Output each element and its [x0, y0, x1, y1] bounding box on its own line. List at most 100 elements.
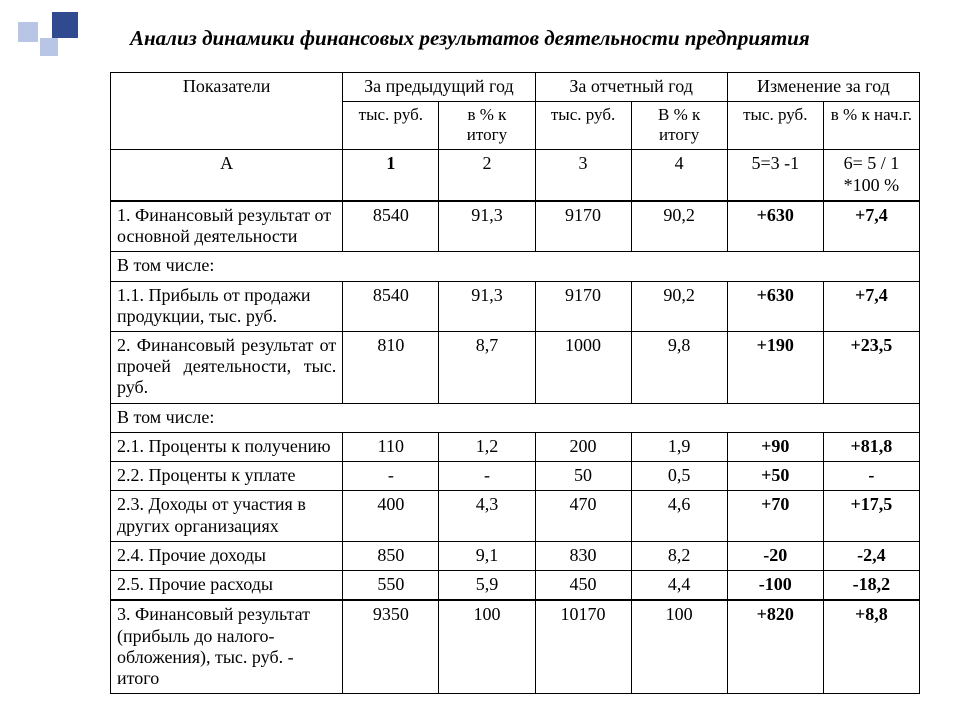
col-letter-5: 5=3 -1 [727, 150, 823, 201]
row-label: 2. Финансовый результат от прочей деятел… [111, 331, 343, 403]
cell: 8540 [343, 201, 439, 252]
table-row: 1.1. Прибыль от продажи продукции, тыс. … [111, 281, 920, 331]
row-label: 2.3. Доходы от участия в других организа… [111, 491, 343, 541]
cell: - [823, 462, 919, 491]
col-sub-pct: в % к итогу [439, 102, 535, 150]
col-sub-pct: В % к итогу [631, 102, 727, 150]
table-row: 2.2. Проценты к уплате--500,5+50- [111, 462, 920, 491]
cell: 9350 [343, 600, 439, 693]
cell: 110 [343, 432, 439, 461]
corner-decoration [18, 12, 78, 60]
cell: 9,8 [631, 331, 727, 403]
cell: 91,3 [439, 281, 535, 331]
cell: +8,8 [823, 600, 919, 693]
cell: +90 [727, 432, 823, 461]
cell: +23,5 [823, 331, 919, 403]
table-row: 3. Финансовый результат (прибыль до нало… [111, 600, 920, 693]
table-row: 1. Финансовый результат от основной деят… [111, 201, 920, 252]
row-label: 3. Финансовый результат (прибыль до нало… [111, 600, 343, 693]
cell: 100 [631, 600, 727, 693]
row-label: 2.5. Прочие расходы [111, 571, 343, 601]
row-label: 2.2. Проценты к уплате [111, 462, 343, 491]
square-icon [52, 12, 78, 38]
cell: 100 [439, 600, 535, 693]
cell: 450 [535, 571, 631, 601]
col-header-indicator: Показатели [111, 73, 343, 150]
cell: 0,5 [631, 462, 727, 491]
cell: 4,6 [631, 491, 727, 541]
cell: 810 [343, 331, 439, 403]
cell: 1,9 [631, 432, 727, 461]
cell: - [343, 462, 439, 491]
cell: 8,2 [631, 541, 727, 570]
table-header-groups: Показатели За предыдущий год За отчетный… [111, 73, 920, 102]
table-row: 2. Финансовый результат от прочей деятел… [111, 331, 920, 403]
cell: -100 [727, 571, 823, 601]
col-letter-6: 6= 5 / 1 *100 % [823, 150, 919, 201]
cell: 400 [343, 491, 439, 541]
slide-title: Анализ динамики финансовых результатов д… [130, 26, 930, 51]
cell: -2,4 [823, 541, 919, 570]
col-letter-2: 2 [439, 150, 535, 201]
cell: 1,2 [439, 432, 535, 461]
row-label: В том числе: [111, 403, 920, 432]
cell: 1000 [535, 331, 631, 403]
table-row: В том числе: [111, 252, 920, 281]
cell: - [439, 462, 535, 491]
cell: 200 [535, 432, 631, 461]
row-label: В том числе: [111, 252, 920, 281]
cell: 91,3 [439, 201, 535, 252]
table-row: В том числе: [111, 403, 920, 432]
cell: 90,2 [631, 281, 727, 331]
cell: -18,2 [823, 571, 919, 601]
col-letter-4: 4 [631, 150, 727, 201]
cell: 8,7 [439, 331, 535, 403]
col-letter-a: А [111, 150, 343, 201]
square-icon [18, 22, 38, 42]
cell: 8540 [343, 281, 439, 331]
cell: 4,4 [631, 571, 727, 601]
cell: +190 [727, 331, 823, 403]
cell: 10170 [535, 600, 631, 693]
col-sub-thr: тыс. руб. [535, 102, 631, 150]
cell: +17,5 [823, 491, 919, 541]
cell: 9170 [535, 201, 631, 252]
cell: +7,4 [823, 281, 919, 331]
col-letter-1: 1 [343, 150, 439, 201]
cell: +81,8 [823, 432, 919, 461]
row-label: 2.4. Прочие доходы [111, 541, 343, 570]
cell: 4,3 [439, 491, 535, 541]
cell: +630 [727, 201, 823, 252]
table-row: 2.5. Прочие расходы5505,94504,4-100-18,2 [111, 571, 920, 601]
table-row: 2.4. Прочие доходы8509,18308,2-20-2,4 [111, 541, 920, 570]
cell: 470 [535, 491, 631, 541]
table-row: 2.3. Доходы от участия в других организа… [111, 491, 920, 541]
cell: 850 [343, 541, 439, 570]
row-label: 1.1. Прибыль от продажи продукции, тыс. … [111, 281, 343, 331]
cell: +630 [727, 281, 823, 331]
cell: -20 [727, 541, 823, 570]
col-sub-thr: тыс. руб. [727, 102, 823, 150]
square-icon [40, 38, 58, 56]
cell: 5,9 [439, 571, 535, 601]
data-table-container: Показатели За предыдущий год За отчетный… [110, 72, 920, 694]
cell: +50 [727, 462, 823, 491]
cell: 9170 [535, 281, 631, 331]
cell: 50 [535, 462, 631, 491]
col-sub-thr: тыс. руб. [343, 102, 439, 150]
cell: 9,1 [439, 541, 535, 570]
slide: Анализ динамики финансовых результатов д… [0, 0, 960, 720]
table-row: 2.1. Проценты к получению1101,22001,9+90… [111, 432, 920, 461]
row-label: 2.1. Проценты к получению [111, 432, 343, 461]
cell: +70 [727, 491, 823, 541]
cell: 90,2 [631, 201, 727, 252]
cell: +7,4 [823, 201, 919, 252]
cell: 550 [343, 571, 439, 601]
col-letter-3: 3 [535, 150, 631, 201]
financial-table: Показатели За предыдущий год За отчетный… [110, 72, 920, 694]
col-sub-pct: в % к нач.г. [823, 102, 919, 150]
table-header-letters: А 1 2 3 4 5=3 -1 6= 5 / 1 *100 % [111, 150, 920, 201]
row-label: 1. Финансовый результат от основной деят… [111, 201, 343, 252]
cell: +820 [727, 600, 823, 693]
cell: 830 [535, 541, 631, 570]
